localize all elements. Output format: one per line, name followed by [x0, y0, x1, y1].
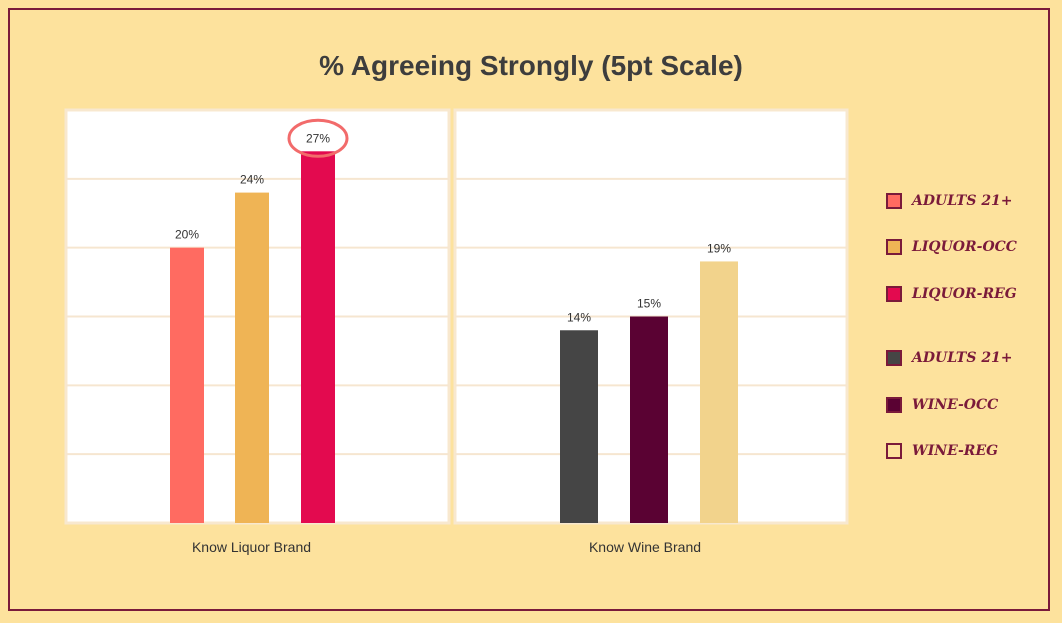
data-label: 24% [240, 173, 264, 187]
data-label: 19% [707, 241, 731, 255]
legend-item: WINE-OCC [886, 394, 998, 416]
chart-title: % Agreeing Strongly (5pt Scale) [319, 50, 743, 81]
legend-item: ADULTS 21+ [886, 190, 1013, 212]
legend-label: ADULTS 21+ [912, 193, 1013, 209]
legend-label: WINE-OCC [912, 397, 999, 413]
legend-item: LIQUOR-REG [886, 283, 1017, 305]
data-label: 20% [175, 228, 199, 242]
bar [170, 247, 204, 523]
legend-swatch [886, 443, 902, 459]
legend-label: LIQUOR-OCC [912, 239, 1017, 255]
category-label: Know Liquor Brand [192, 539, 311, 555]
legend-label: LIQUOR-REG [912, 286, 1017, 302]
legend-swatch [886, 193, 902, 209]
legend-item: ADULTS 21+ [886, 347, 1013, 369]
legend-item: LIQUOR-OCC [886, 236, 1017, 258]
bar [301, 151, 335, 524]
legend-swatch [886, 350, 902, 366]
bar [235, 192, 269, 523]
data-label: 15% [637, 297, 661, 311]
category-label: Know Wine Brand [589, 539, 701, 555]
highlight-circle [287, 118, 349, 158]
bar [630, 316, 668, 523]
legend-label: WINE-REG [912, 443, 999, 459]
bar [560, 330, 598, 523]
legend-swatch [886, 397, 902, 413]
chart-frame [8, 8, 1050, 611]
legend-item: WINE-REG [886, 440, 998, 462]
data-label: 14% [567, 310, 591, 324]
legend-label: ADULTS 21+ [912, 350, 1013, 366]
legend-swatch [886, 239, 902, 255]
data-label: 27% [306, 131, 330, 145]
legend-swatch [886, 286, 902, 302]
bar [700, 261, 738, 523]
